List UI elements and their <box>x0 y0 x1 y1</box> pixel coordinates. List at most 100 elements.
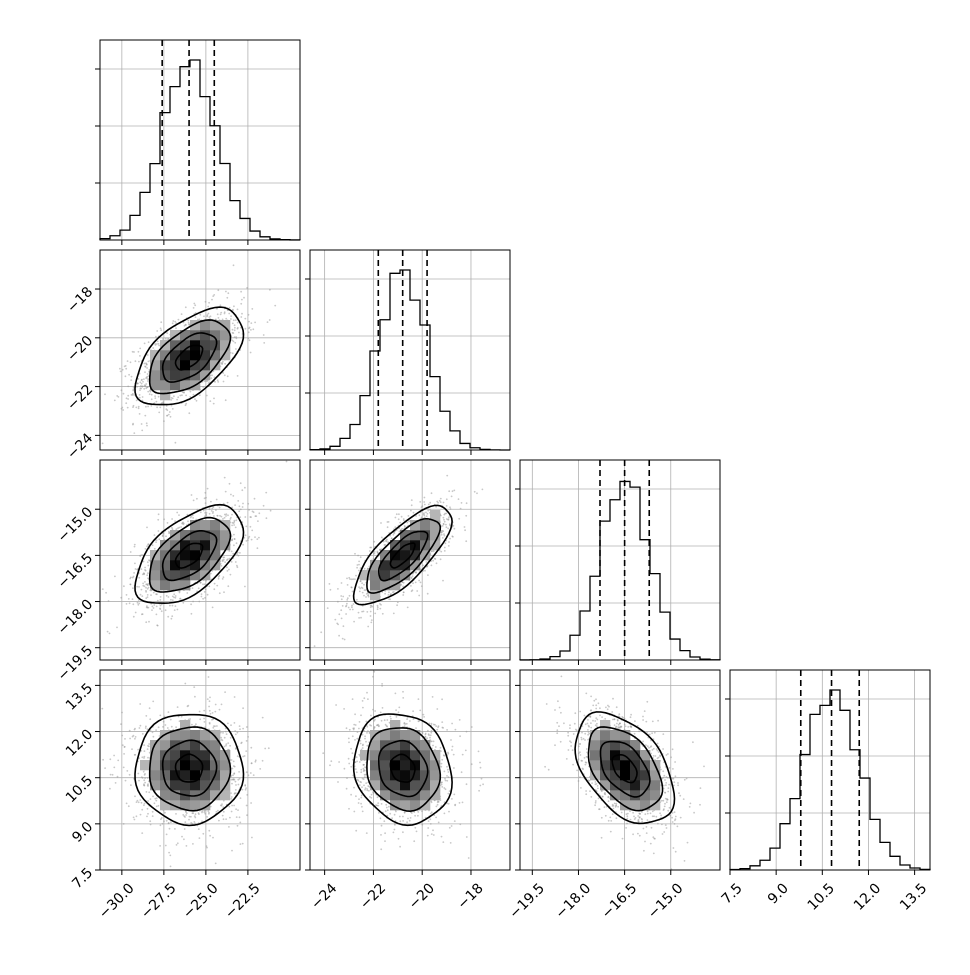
scatter-point <box>393 813 396 816</box>
scatter-point <box>155 613 158 616</box>
scatter-point <box>611 813 614 816</box>
scatter-point <box>190 821 193 824</box>
scatter-point <box>448 810 450 813</box>
scatter-point <box>557 700 559 703</box>
scatter-point <box>254 536 256 538</box>
scatter-point <box>672 847 675 849</box>
ytick-label-3-3: 12.0 <box>63 727 96 760</box>
scatter-point <box>377 723 380 726</box>
scatter-point <box>590 726 593 729</box>
scatter-point <box>390 717 392 720</box>
scatter-point <box>176 842 179 845</box>
scatter-point <box>363 763 365 766</box>
density-cell <box>180 580 191 591</box>
scatter-point <box>237 809 239 811</box>
scatter-point <box>479 766 482 769</box>
scatter-point <box>367 698 369 700</box>
scatter-point <box>435 562 438 565</box>
scatter-point <box>113 754 115 757</box>
scatter-point <box>347 737 350 740</box>
scatter-point <box>449 506 451 509</box>
scatter-point <box>403 519 405 522</box>
scatter-point <box>159 406 162 409</box>
scatter-point <box>638 730 640 733</box>
scatter-point <box>145 591 148 593</box>
scatter-point <box>446 765 448 768</box>
density-cell <box>380 580 391 591</box>
scatter-point <box>157 804 160 807</box>
scatter-point <box>440 781 443 784</box>
histogram-step-0 <box>99 59 301 241</box>
scatter-point <box>139 347 142 350</box>
scatter-point <box>127 398 129 400</box>
density-cell <box>650 790 661 801</box>
scatter-point <box>442 579 444 582</box>
scatter-point <box>402 820 404 822</box>
scatter-point <box>151 544 154 547</box>
density-cell <box>190 730 201 741</box>
scatter-point <box>109 758 112 761</box>
scatter-point <box>171 595 174 598</box>
scatter-point <box>377 804 380 807</box>
scatter-point <box>222 502 225 505</box>
scatter-frame-3-2 <box>519 669 721 871</box>
density-cell <box>180 730 191 741</box>
scatter-point <box>133 543 136 546</box>
scatter-point <box>147 572 149 575</box>
scatter-point <box>397 711 400 714</box>
scatter-point <box>224 727 227 730</box>
scatter-point <box>247 313 250 316</box>
scatter-point <box>402 591 405 594</box>
scatter-point <box>360 771 363 774</box>
scatter-point <box>356 760 358 763</box>
scatter-point <box>663 805 666 808</box>
scatter-point <box>132 615 135 618</box>
density-cell <box>370 770 381 781</box>
scatter-point <box>250 329 252 331</box>
scatter-point <box>146 378 149 380</box>
scatter-point <box>150 404 153 407</box>
scatter-point <box>203 721 206 723</box>
scatter-content-3-0 <box>101 676 270 868</box>
scatter-point <box>212 402 215 405</box>
scatter-point <box>165 833 168 836</box>
scatter-point <box>352 578 355 581</box>
scatter-point <box>203 315 205 318</box>
scatter-point <box>579 754 582 756</box>
scatter-point <box>221 803 223 805</box>
scatter-content-2-0 <box>101 460 288 635</box>
scatter-point <box>397 518 400 521</box>
scatter-point <box>435 805 438 808</box>
scatter-point <box>370 619 373 621</box>
scatter-point <box>396 601 399 604</box>
scatter-point <box>198 710 201 713</box>
scatter-point <box>355 574 357 577</box>
scatter-point <box>203 380 206 383</box>
scatter-point <box>176 608 179 611</box>
scatter-point <box>177 396 180 399</box>
scatter-point <box>659 755 662 758</box>
scatter-point <box>449 842 452 844</box>
scatter-point <box>377 802 380 804</box>
scatter-point <box>365 596 367 598</box>
scatter-point <box>170 617 173 620</box>
scatter-point <box>421 810 423 813</box>
scatter-point <box>476 492 478 495</box>
scatter-point <box>225 743 228 745</box>
scatter-point <box>229 736 232 739</box>
scatter-point <box>662 733 665 735</box>
scatter-panel-3-0 <box>99 669 301 871</box>
density-cell <box>410 780 421 791</box>
density-cell <box>370 570 381 581</box>
scatter-point <box>373 552 376 555</box>
density-cell <box>380 570 391 581</box>
density-cell <box>150 360 161 371</box>
density-cell <box>180 780 191 791</box>
scatter-point <box>140 588 143 591</box>
density-cell <box>160 360 171 371</box>
scatter-point <box>407 515 410 517</box>
scatter-point <box>105 591 107 594</box>
scatter-point <box>157 395 160 398</box>
scatter-point <box>225 818 228 820</box>
density-cell <box>410 520 421 531</box>
